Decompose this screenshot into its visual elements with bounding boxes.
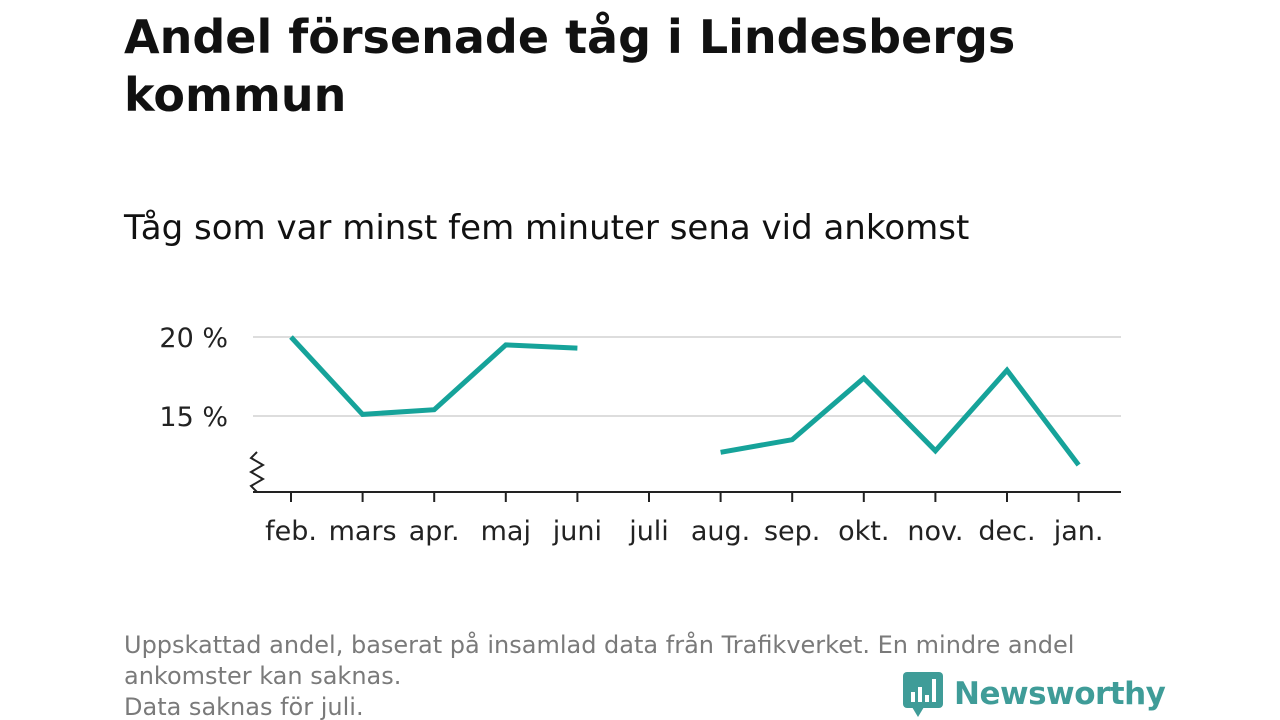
x-axis (249, 451, 1121, 493)
x-tick-label: feb. (265, 516, 317, 547)
footnote-line: Uppskattad andel, baserat på insamlad da… (124, 631, 1075, 659)
x-tick-label: maj (481, 516, 531, 547)
x-tick-label: sep. (764, 516, 820, 547)
brand-name: Newsworthy (954, 676, 1166, 712)
chart-subtitle: Tåg som var minst fem minuter sena vid a… (124, 208, 970, 248)
chart-title: Andel försenade tåg i Lindesbergs kommun (124, 10, 1016, 122)
footnote-line: ankomster kan saknas. (124, 662, 402, 690)
y-axis-break-icon (249, 451, 265, 493)
x-tick-label: dec. (978, 516, 1035, 547)
footnote: Uppskattad andel, baserat på insamlad da… (124, 630, 1164, 720)
x-tick-label: mars (329, 516, 397, 547)
x-tick-label: jan. (1053, 516, 1104, 547)
y-axis-ticks: 15 % 20 % (159, 323, 228, 433)
newsworthy-logo-icon (903, 672, 943, 717)
x-tick-label: juli (628, 516, 669, 547)
brand-logo: Newsworthy (902, 670, 1166, 718)
x-axis-ticks: feb. mars apr. maj juni juli aug. sep. okt. nov. d… (265, 492, 1103, 547)
x-tick-label: nov. (907, 516, 963, 547)
x-tick-label: apr. (409, 516, 460, 547)
footnote-line: Data saknas för juli. (124, 693, 364, 720)
series-lines (289, 335, 1081, 467)
y-tick-label: 15 % (159, 402, 228, 433)
series-line-segment (289, 335, 578, 417)
x-tick-label: okt. (838, 516, 889, 547)
x-tick-label: juni (552, 516, 602, 547)
x-tick-label: aug. (691, 516, 750, 547)
series-line-segment (720, 366, 1081, 467)
y-tick-label: 20 % (159, 323, 228, 354)
gridlines (253, 336, 1121, 417)
